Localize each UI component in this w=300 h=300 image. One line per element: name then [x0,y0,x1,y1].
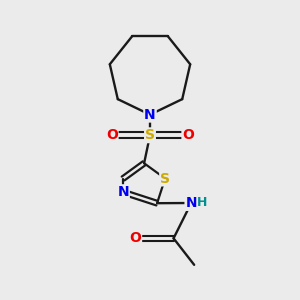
Text: S: S [160,172,170,185]
Text: O: O [106,128,118,142]
Text: S: S [145,128,155,142]
Text: H: H [197,196,208,208]
Text: N: N [144,108,156,122]
Text: N: N [117,185,129,199]
Text: N: N [185,196,197,210]
Text: O: O [129,231,141,245]
Text: O: O [182,128,194,142]
